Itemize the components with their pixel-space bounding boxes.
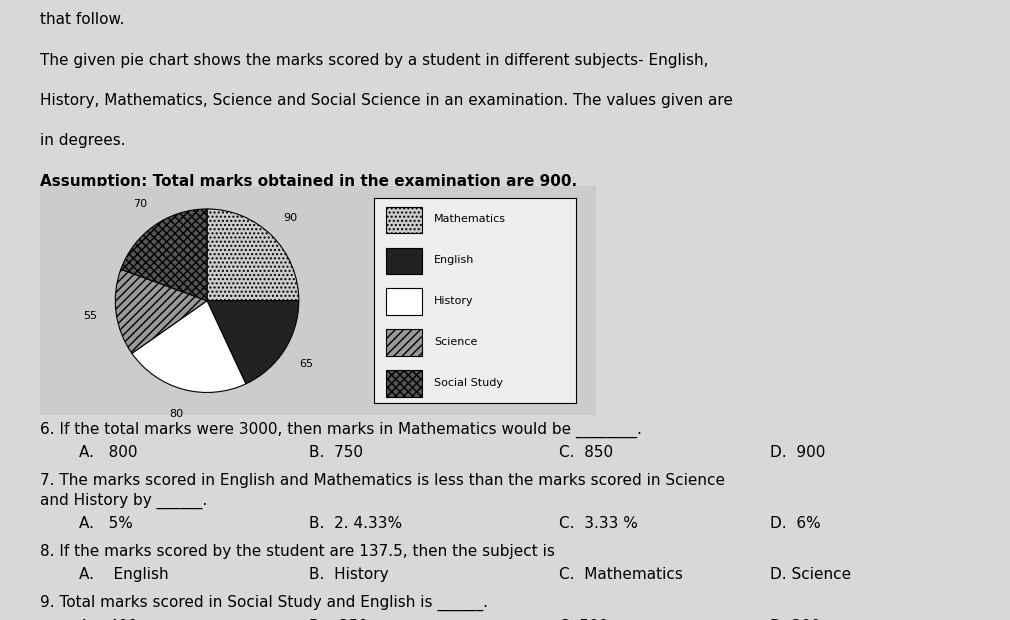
Text: 6. If the total marks were 3000, then marks in Mathematics would be ________.: 6. If the total marks were 3000, then ma… [40, 422, 642, 438]
Text: C.  Mathematics: C. Mathematics [559, 567, 683, 582]
Bar [386, 288, 422, 315]
Text: The given pie chart shows the marks scored by a student in different subjects- E: The given pie chart shows the marks scor… [40, 53, 709, 68]
Text: D. 300: D. 300 [770, 619, 820, 620]
Text: C.  850: C. 850 [559, 445, 613, 460]
Text: and History by ______.: and History by ______. [40, 493, 208, 509]
Wedge shape [207, 301, 299, 384]
Bar [386, 206, 422, 233]
Text: History, Mathematics, Science and Social Science in an examination. The values g: History, Mathematics, Science and Social… [40, 93, 733, 108]
Text: 55: 55 [84, 311, 98, 321]
Text: Assumption: Total marks obtained in the examination are 900.: Assumption: Total marks obtained in the … [40, 174, 578, 188]
Text: History: History [434, 296, 474, 306]
Text: 90: 90 [283, 213, 297, 223]
Text: Science: Science [434, 337, 478, 347]
Text: D.  900: D. 900 [770, 445, 825, 460]
Text: in degrees.: in degrees. [40, 133, 126, 148]
Bar [386, 247, 422, 274]
Text: 9. Total marks scored in Social Study and English is ______.: 9. Total marks scored in Social Study an… [40, 595, 489, 611]
Text: 65: 65 [299, 359, 313, 369]
Text: English: English [434, 255, 475, 265]
Text: Social Study: Social Study [434, 378, 503, 388]
Text: C.  3.33 %: C. 3.33 % [559, 516, 637, 531]
Bar [386, 329, 422, 356]
Wedge shape [121, 209, 207, 301]
Text: B.  History: B. History [309, 567, 389, 582]
Text: D. Science: D. Science [770, 567, 850, 582]
Text: A.   400: A. 400 [79, 619, 137, 620]
Wedge shape [132, 301, 245, 392]
Text: that follow.: that follow. [40, 12, 125, 27]
Text: B.  2. 4.33%: B. 2. 4.33% [309, 516, 402, 531]
Wedge shape [115, 269, 207, 353]
Text: Mathematics: Mathematics [434, 214, 506, 224]
Text: B.   350: B. 350 [309, 619, 368, 620]
Text: B.  750: B. 750 [309, 445, 363, 460]
Text: 8. If the marks scored by the student are 137.5, then the subject is: 8. If the marks scored by the student ar… [40, 544, 556, 559]
Text: 7. The marks scored in English and Mathematics is less than the marks scored in : 7. The marks scored in English and Mathe… [40, 472, 725, 488]
Text: A.    English: A. English [79, 567, 169, 582]
Text: C. 500: C. 500 [559, 619, 608, 620]
Bar [386, 370, 422, 397]
Text: D.  6%: D. 6% [770, 516, 820, 531]
Text: A.   800: A. 800 [79, 445, 137, 460]
Text: A.   5%: A. 5% [79, 516, 132, 531]
Text: 80: 80 [170, 409, 184, 419]
Wedge shape [207, 209, 299, 301]
Text: 70: 70 [132, 200, 146, 210]
